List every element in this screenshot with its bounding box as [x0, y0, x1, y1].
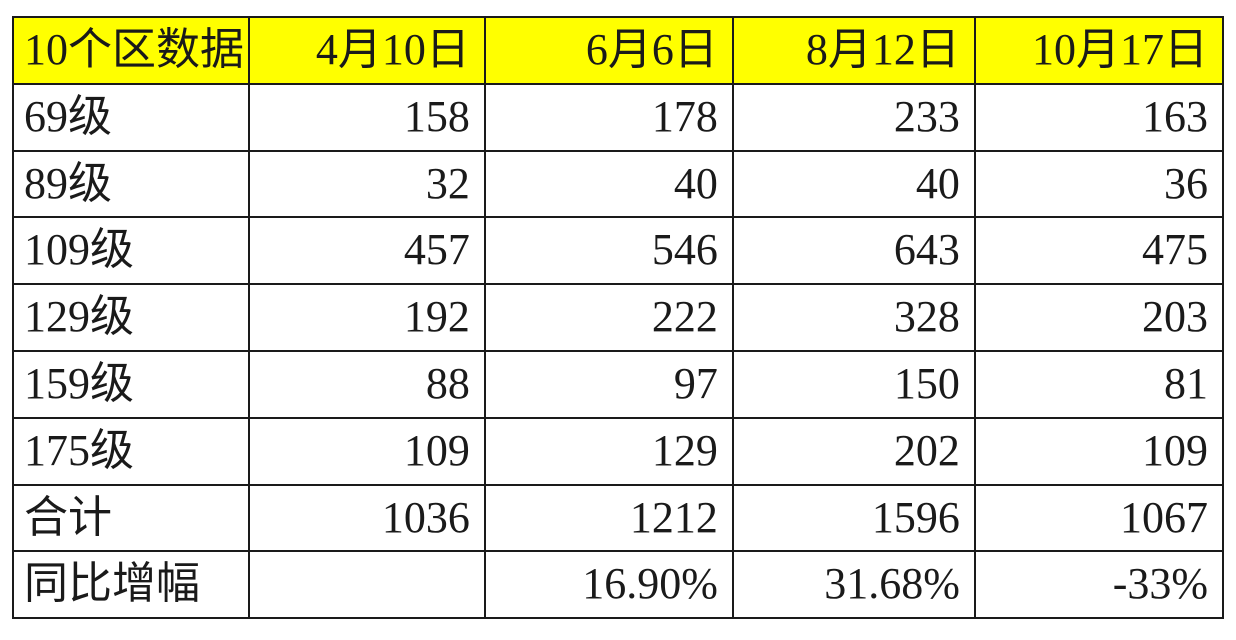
table-row: 175级 109 129 202 109 — [13, 418, 1223, 485]
row-value: 88 — [249, 351, 485, 418]
row-value: 203 — [975, 284, 1223, 351]
header-date-1: 6月6日 — [485, 17, 733, 84]
row-value: 129 — [485, 418, 733, 485]
row-label: 109级 — [13, 217, 249, 284]
row-value: -33% — [975, 551, 1223, 618]
row-label: 69级 — [13, 84, 249, 151]
header-label: 10个区数据 — [13, 17, 249, 84]
row-value: 328 — [733, 284, 975, 351]
row-label: 合计 — [13, 485, 249, 552]
row-label: 129级 — [13, 284, 249, 351]
header-date-2: 8月12日 — [733, 17, 975, 84]
table-row: 159级 88 97 150 81 — [13, 351, 1223, 418]
row-value: 109 — [249, 418, 485, 485]
row-value: 158 — [249, 84, 485, 151]
row-value: 109 — [975, 418, 1223, 485]
row-value: 163 — [975, 84, 1223, 151]
row-value: 16.90% — [485, 551, 733, 618]
row-value: 1596 — [733, 485, 975, 552]
row-value: 31.68% — [733, 551, 975, 618]
row-label: 159级 — [13, 351, 249, 418]
table-header-row: 10个区数据 4月10日 6月6日 8月12日 10月17日 — [13, 17, 1223, 84]
table-row: 89级 32 40 40 36 — [13, 151, 1223, 218]
row-value: 192 — [249, 284, 485, 351]
row-value: 546 — [485, 217, 733, 284]
header-date-3: 10月17日 — [975, 17, 1223, 84]
row-label: 89级 — [13, 151, 249, 218]
table-row: 129级 192 222 328 203 — [13, 284, 1223, 351]
row-value: 40 — [485, 151, 733, 218]
row-value: 202 — [733, 418, 975, 485]
row-value: 643 — [733, 217, 975, 284]
row-value: 150 — [733, 351, 975, 418]
row-value: 1067 — [975, 485, 1223, 552]
table-row-total: 合计 1036 1212 1596 1067 — [13, 485, 1223, 552]
row-value: 81 — [975, 351, 1223, 418]
table-row-growth: 同比增幅 16.90% 31.68% -33% — [13, 551, 1223, 618]
table-row: 109级 457 546 643 475 — [13, 217, 1223, 284]
row-value: 1036 — [249, 485, 485, 552]
row-value: 97 — [485, 351, 733, 418]
row-value: 178 — [485, 84, 733, 151]
row-value: 233 — [733, 84, 975, 151]
row-value — [249, 551, 485, 618]
row-value: 40 — [733, 151, 975, 218]
row-value: 222 — [485, 284, 733, 351]
row-value: 475 — [975, 217, 1223, 284]
row-value: 1212 — [485, 485, 733, 552]
row-label: 175级 — [13, 418, 249, 485]
data-table-wrapper: 10个区数据 4月10日 6月6日 8月12日 10月17日 69级 158 1… — [12, 16, 1224, 619]
header-date-0: 4月10日 — [249, 17, 485, 84]
row-label: 同比增幅 — [13, 551, 249, 618]
data-table: 10个区数据 4月10日 6月6日 8月12日 10月17日 69级 158 1… — [12, 16, 1224, 619]
row-value: 32 — [249, 151, 485, 218]
row-value: 457 — [249, 217, 485, 284]
table-row: 69级 158 178 233 163 — [13, 84, 1223, 151]
row-value: 36 — [975, 151, 1223, 218]
